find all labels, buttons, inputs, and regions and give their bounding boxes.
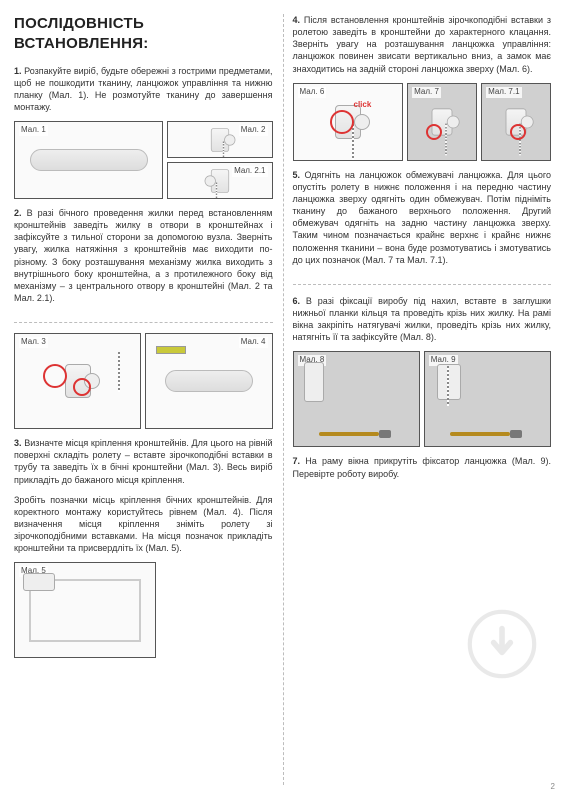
watermark-icon xyxy=(467,609,537,679)
right-column: 4. Після встановлення кронштейнів зірочк… xyxy=(283,0,565,799)
left-column: ПОСЛІДОВНІСТЬ ВСТАНОВЛЕННЯ: 1. Розпакуйт… xyxy=(0,0,283,799)
level-icon xyxy=(156,346,186,354)
roller-icon xyxy=(165,370,253,392)
figure-7-1: Мал. 7.1 xyxy=(481,83,551,161)
step-3: 3. Визначте місця кріплення кронштейнів.… xyxy=(14,437,273,486)
screwdriver-icon xyxy=(450,432,510,436)
figure-6-label: Мал. 6 xyxy=(298,87,327,98)
chain-icon xyxy=(118,352,120,392)
column-divider xyxy=(283,14,284,785)
bracket-icon xyxy=(211,169,229,193)
step-7-num: 7. xyxy=(293,456,301,466)
step-4-text: Після встановлення кронштейнів зірочкопо… xyxy=(293,15,552,74)
click-label: click xyxy=(354,100,372,111)
figure-4: Мал. 4 xyxy=(145,333,272,429)
horizontal-divider xyxy=(293,284,552,285)
highlight-circle xyxy=(426,124,442,140)
step-4-num: 4. xyxy=(293,15,301,25)
step-7: 7. На раму вікна прикрутіть фіксатор лан… xyxy=(293,455,552,479)
step-2-num: 2. xyxy=(14,208,22,218)
step-3-num: 3. xyxy=(14,438,22,448)
step-5: 5. Одягніть на ланцюжок обмежувачі ланцю… xyxy=(293,169,552,266)
figure-2-1: Мал. 2.1 xyxy=(167,162,272,199)
figure-7-1-label: Мал. 7.1 xyxy=(486,87,521,98)
figure-1: Мал. 1 xyxy=(14,121,163,199)
fig-row-2: Мал. 3 Мал. 4 xyxy=(14,333,273,429)
figure-9: Мал. 9 xyxy=(424,351,551,447)
figure-6: Мал. 6 click xyxy=(293,83,404,161)
horizontal-divider xyxy=(14,322,273,323)
step-7-text: На раму вікна прикрутіть фіксатор ланцюж… xyxy=(293,456,552,478)
figure-8: Мал. 8 xyxy=(293,351,420,447)
highlight-circle xyxy=(43,364,67,388)
step-3-text: Визначте місця кріплення кронштейнів. Дл… xyxy=(14,438,273,484)
step-5-text: Одягніть на ланцюжок обмежувачі ланцюжка… xyxy=(293,170,552,265)
tensioner-icon xyxy=(304,362,324,402)
step-1-text: Розпакуйте виріб, будьте обережні з гост… xyxy=(14,66,273,112)
fig-row-5: Мал. 8 Мал. 9 xyxy=(293,351,552,447)
figure-4-label: Мал. 4 xyxy=(239,337,268,348)
step-6-num: 6. xyxy=(293,296,301,306)
fig-row-1: Мал. 1 Мал. 2 Мал. 2.1 xyxy=(14,121,273,199)
figure-2-1-label: Мал. 2.1 xyxy=(232,166,267,177)
window-frame-icon xyxy=(29,579,141,643)
step-2-text: В разі бічного проведення жилки перед вс… xyxy=(14,208,273,303)
step-3b: Зробіть позначки місць кріплення бічних … xyxy=(14,494,273,555)
figure-7: Мал. 7 xyxy=(407,83,477,161)
step-5-num: 5. xyxy=(293,170,301,180)
fig-row-4: Мал. 6 click Мал. 7 Мал. 7.1 xyxy=(293,83,552,161)
figure-2: Мал. 2 xyxy=(167,121,272,158)
step-1-num: 1. xyxy=(14,66,22,76)
step-6-text: В разі фіксації виробу під нахил, вставт… xyxy=(293,296,552,342)
corner-bracket-icon xyxy=(23,573,55,591)
highlight-circle xyxy=(510,124,526,140)
highlight-circle xyxy=(330,110,354,134)
figure-1-label: Мал. 1 xyxy=(19,125,48,136)
figure-7-label: Мал. 7 xyxy=(412,87,441,98)
chain-icon xyxy=(447,366,449,406)
page-number: 2 xyxy=(551,782,555,793)
step-2: 2. В разі бічного проведення жилки перед… xyxy=(14,207,273,304)
roller-icon xyxy=(30,149,148,171)
step-4: 4. Після встановлення кронштейнів зірочк… xyxy=(293,14,552,75)
figure-5: Мал. 5 xyxy=(14,562,156,658)
chain-fixer-icon xyxy=(437,364,461,400)
fig-row-3: Мал. 5 xyxy=(14,562,273,658)
figure-2-label: Мал. 2 xyxy=(239,125,268,136)
page-title: ПОСЛІДОВНІСТЬ ВСТАНОВЛЕННЯ: xyxy=(14,14,273,55)
bracket-icon xyxy=(211,128,229,152)
step-6: 6. В разі фіксації виробу під нахил, вст… xyxy=(293,295,552,344)
figure-3-label: Мал. 3 xyxy=(19,337,48,348)
step-1: 1. Розпакуйте виріб, будьте обережні з г… xyxy=(14,65,273,114)
screwdriver-icon xyxy=(319,432,379,436)
figure-3: Мал. 3 xyxy=(14,333,141,429)
